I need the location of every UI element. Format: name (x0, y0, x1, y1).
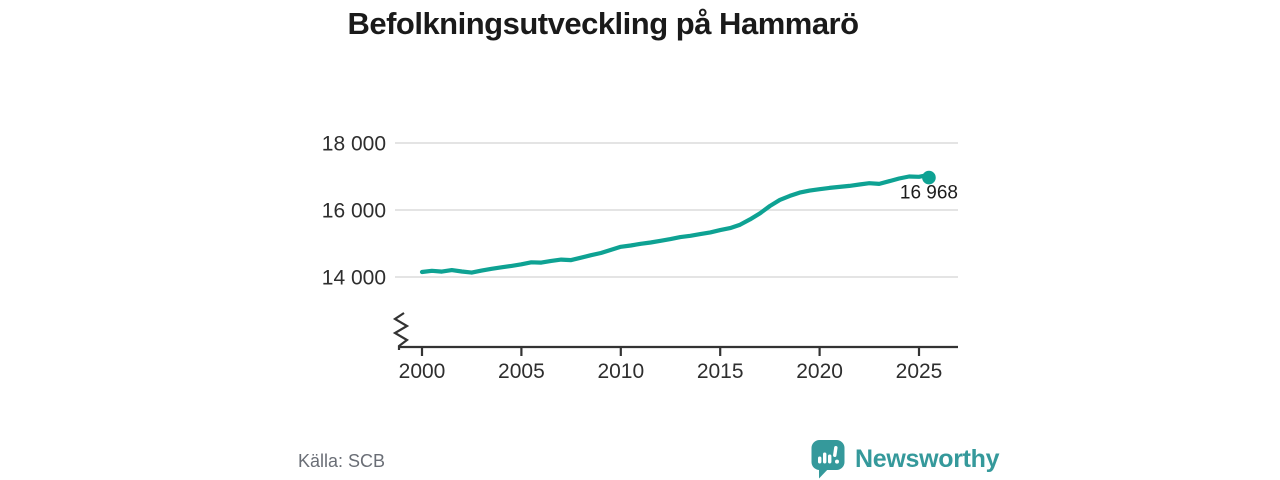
chart-title: Befolkningsutveckling på Hammarö (347, 6, 859, 41)
x-tick-label: 2005 (498, 360, 545, 383)
newsworthy-speech-bubble-chart-icon (811, 440, 845, 479)
newsworthy-logo[interactable]: Newsworthy (810, 439, 1000, 479)
x-tick-label: 2010 (597, 360, 644, 383)
x-tick-label: 2015 (697, 360, 744, 383)
axis-break-icon (392, 312, 410, 350)
x-tick-label: 2025 (896, 360, 943, 383)
source-note: Källa: SCB (298, 451, 386, 471)
last-value-label: 16 968 (900, 183, 958, 204)
y-tick-label: 14 000 (322, 267, 386, 290)
x-tick-label: 2000 (399, 360, 446, 383)
y-tick-label: 18 000 (322, 133, 386, 156)
brand-name: Newsworthy (855, 444, 1000, 473)
x-tick-label: 2020 (796, 360, 843, 383)
population-series-line (419, 173, 932, 275)
y-tick-label: 16 000 (322, 200, 386, 223)
x-axis-ticks (420, 347, 921, 356)
gridlines (395, 142, 958, 278)
last-point-marker (922, 170, 936, 185)
